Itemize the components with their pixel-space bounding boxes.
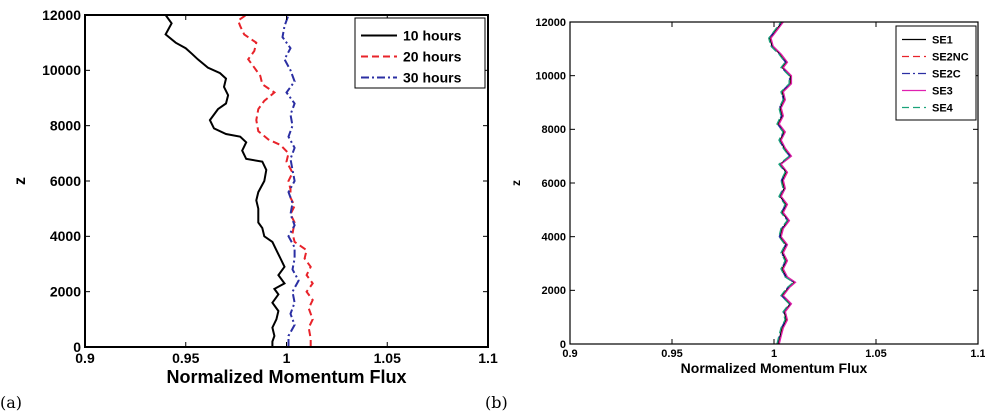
series-line-se4 xyxy=(768,22,795,344)
x-tick-label: 0.9 xyxy=(562,348,577,360)
y-tick-label: 6000 xyxy=(542,178,566,190)
series-line-30-hours xyxy=(281,15,300,347)
x-tick-label: 1.1 xyxy=(970,348,985,360)
legend-label: 20 hours xyxy=(403,49,462,65)
y-tick-label: 8000 xyxy=(50,118,81,134)
legend-box xyxy=(354,17,486,89)
chart-panel-2: 0.9 0.95 1 1.05 1.1 0 2000 4000 6000 8000 10000 120… xyxy=(485,17,985,412)
legend-label: SE2NC xyxy=(932,51,969,63)
series-line-20-hours xyxy=(236,15,314,347)
series-line-10-hours xyxy=(164,15,286,347)
legend-label: 30 hours xyxy=(403,70,462,86)
y-tick-label: 12000 xyxy=(42,7,81,23)
y-tick-label: 2000 xyxy=(542,285,566,297)
legend-label: 10 hours xyxy=(403,28,462,44)
y-tick-label: 10000 xyxy=(42,62,81,78)
chart-panel-1: 0.9 0.95 1 1.05 1.1 0 2000 4000 6000 8000 10000 120… xyxy=(0,7,498,412)
y-tick-label: 10000 xyxy=(535,71,566,83)
x-tick-label: 0.9 xyxy=(75,350,95,366)
x-tick-label: 0.95 xyxy=(172,350,199,366)
legend-label: SE2C xyxy=(932,68,961,80)
y-axis-label: z xyxy=(12,177,29,185)
y-tick-label: 0 xyxy=(560,339,566,351)
series-line-se3 xyxy=(770,22,797,344)
y-tick-label: 6000 xyxy=(50,173,81,189)
x-tick-label: 1.05 xyxy=(374,350,401,366)
legend-label: SE1 xyxy=(932,34,953,46)
x-axis-label: Normalized Momentum Flux xyxy=(166,367,406,387)
y-tick-label: 4000 xyxy=(50,228,81,244)
y-axis-label: z xyxy=(509,180,523,186)
x-tick-label: 1.05 xyxy=(865,348,886,360)
x-tick-label: 0.95 xyxy=(661,348,682,360)
y-tick-label: 4000 xyxy=(542,232,566,244)
y-tick-label: 12000 xyxy=(535,17,566,29)
legend-label: SE3 xyxy=(932,85,953,97)
legend: SE1 SE2NC SE2C SE3 SE4 xyxy=(895,25,977,121)
legend-label: SE4 xyxy=(932,102,954,114)
x-tick-label: 1.1 xyxy=(478,350,498,366)
y-tick-label: 0 xyxy=(73,339,81,355)
x-tick-label: 1 xyxy=(771,348,777,360)
panel-caption: (a) xyxy=(0,393,22,412)
legend: 10 hours 20 hours 30 hours xyxy=(354,17,486,89)
y-tick-label: 2000 xyxy=(50,284,81,300)
panel-caption: (b) xyxy=(485,393,508,412)
series-group xyxy=(164,15,314,347)
series-group xyxy=(768,22,797,344)
y-tick-label: 8000 xyxy=(542,124,566,136)
x-tick-label: 1 xyxy=(283,350,291,366)
x-axis-label: Normalized Momentum Flux xyxy=(681,360,868,376)
